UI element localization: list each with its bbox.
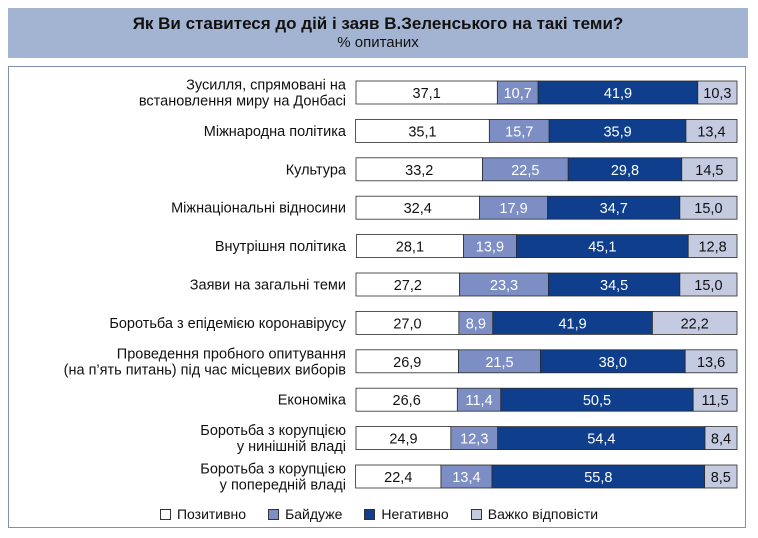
data-label-indifferent: 23,3 — [490, 278, 518, 294]
legend-label-indifferent: Байдуже — [285, 506, 343, 522]
data-label-negative: 34,7 — [600, 201, 628, 217]
legend-swatch-positive — [159, 508, 171, 520]
data-label-negative: 34,5 — [600, 278, 628, 294]
data-label-hard-to-say: 14,5 — [695, 163, 723, 179]
bar-segment-hard-to-say — [652, 310, 738, 335]
data-label-indifferent: 17,9 — [499, 201, 527, 217]
data-label-indifferent: 22,5 — [511, 163, 539, 179]
bar-segment-hard-to-say — [684, 349, 738, 374]
data-label-hard-to-say: 15,0 — [694, 201, 722, 217]
data-label-hard-to-say: 8,4 — [711, 432, 731, 448]
category-label: Економіка — [278, 393, 347, 409]
legend-label-positive: Позитивно — [176, 506, 247, 522]
data-label-positive: 27,0 — [393, 316, 421, 332]
data-label-hard-to-say: 13,4 — [697, 124, 725, 140]
chart-title: Як Ви ставитеся до дій і заяв В.Зеленськ… — [132, 14, 624, 33]
data-label-hard-to-say: 12,8 — [698, 240, 726, 256]
legend-label-hard-to-say: Важко відповісти — [487, 506, 599, 522]
chart-subtitle: % опитаних — [337, 34, 419, 51]
category-label: Проведення пробного опитування (на п’ять … — [64, 346, 347, 378]
category-label: Заяви на загальні теми — [190, 278, 346, 294]
data-label-hard-to-say: 8,5 — [711, 470, 731, 486]
data-label-indifferent: 21,5 — [485, 355, 513, 371]
data-label-hard-to-say: 22,2 — [681, 316, 709, 332]
data-label-indifferent: 12,3 — [460, 432, 488, 448]
bar-segment-hard-to-say — [692, 387, 738, 412]
bar-segment-hard-to-say — [697, 80, 738, 105]
data-label-negative: 35,9 — [603, 124, 631, 140]
legend-label-negative: Негативно — [381, 506, 449, 522]
category-label: Внутрішня політика — [215, 239, 347, 255]
data-label-positive: 27,2 — [394, 278, 422, 294]
bar-segment-hard-to-say — [704, 426, 738, 451]
data-label-indifferent: 10,7 — [504, 86, 532, 102]
chart-frame — [8, 66, 746, 528]
data-label-positive: 28,1 — [396, 240, 424, 256]
category-label: Зусилля, спрямовані на встановлення миру … — [139, 78, 347, 110]
bar-segment-hard-to-say — [685, 119, 738, 143]
bar-segment-hard-to-say — [681, 157, 738, 182]
data-label-negative: 41,9 — [558, 316, 586, 332]
category-label: Боротьба з корупцією у нинішній владі — [200, 423, 346, 455]
data-label-negative: 38,0 — [599, 355, 627, 371]
data-label-hard-to-say: 10,3 — [703, 86, 731, 102]
data-label-positive: 35,1 — [408, 124, 436, 140]
legend-item-negative: Негативно — [364, 506, 449, 522]
data-label-positive: 22,4 — [384, 470, 412, 486]
category-label: Міжнаціональні відносини — [171, 201, 346, 217]
data-label-negative: 55,8 — [584, 470, 612, 486]
legend-item-hard-to-say: Важко відповісти — [470, 506, 599, 522]
legend-item-positive: Позитивно — [159, 506, 247, 522]
category-label: Міжнародна політика — [204, 124, 347, 140]
data-label-positive: 26,9 — [393, 355, 421, 371]
data-label-positive: 24,9 — [389, 432, 417, 448]
data-label-hard-to-say: 11,5 — [702, 393, 729, 409]
bar-segment-hard-to-say — [704, 464, 738, 489]
legend-swatch-indifferent — [268, 508, 280, 520]
legend-item-indifferent: Байдуже — [268, 506, 342, 522]
category-label: Боротьба з епідемією коронавірусу — [109, 316, 346, 332]
data-label-indifferent: 8,9 — [466, 316, 486, 332]
data-label-hard-to-say: 13,6 — [697, 355, 725, 371]
legend-swatch-hard-to-say — [470, 508, 482, 520]
data-label-negative: 29,8 — [611, 163, 639, 179]
data-label-indifferent: 11,4 — [465, 393, 492, 409]
legend-swatch-negative — [364, 508, 376, 520]
data-label-positive: 37,1 — [413, 86, 441, 102]
bar-segment-hard-to-say — [679, 272, 738, 297]
bar-segment-hard-to-say — [679, 195, 738, 220]
chart-legend: Позитивно Байдуже Негативно Важко відпов… — [0, 504, 758, 524]
data-label-indifferent: 13,4 — [452, 470, 480, 486]
data-label-negative: 50,5 — [583, 393, 611, 409]
category-label: Культура — [286, 162, 347, 178]
data-label-negative: 54,4 — [587, 432, 615, 448]
data-label-positive: 32,4 — [404, 201, 432, 217]
data-label-indifferent: 13,9 — [476, 240, 504, 256]
data-label-indifferent: 15,7 — [505, 124, 533, 140]
data-label-negative: 41,9 — [604, 86, 632, 102]
data-label-negative: 45,1 — [588, 240, 616, 256]
bar-segment-hard-to-say — [687, 234, 738, 259]
data-label-positive: 26,6 — [393, 393, 421, 409]
data-label-positive: 33,2 — [405, 163, 433, 179]
chart-header: Як Ви ставитеся до дій і заяв В.Зеленськ… — [8, 8, 748, 58]
category-label: Боротьба з корупцією у попередній владі — [200, 462, 346, 494]
data-label-hard-to-say: 15,0 — [694, 278, 722, 294]
